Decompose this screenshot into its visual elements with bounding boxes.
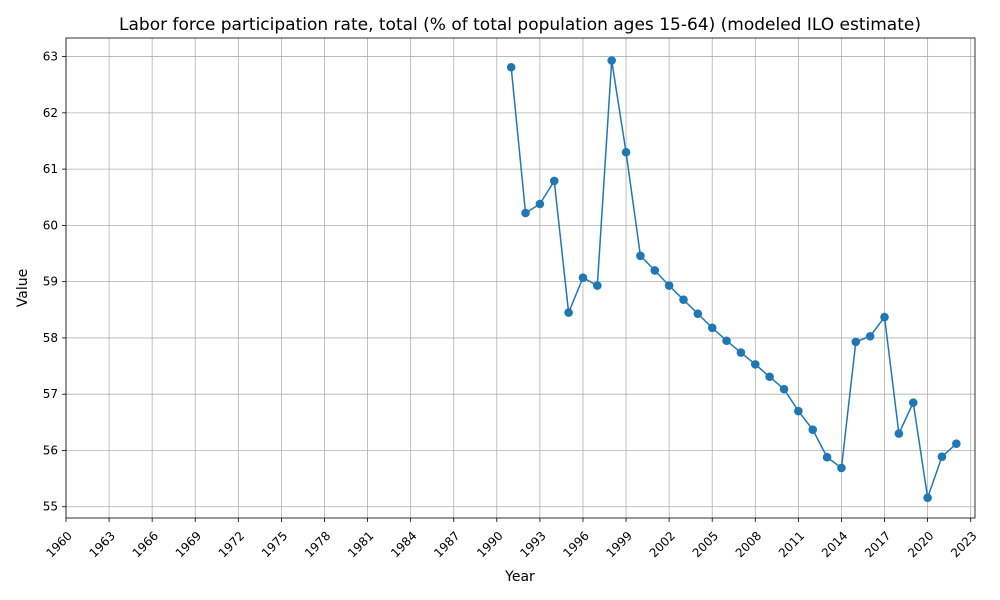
data-point	[679, 295, 688, 304]
axes	[65, 37, 976, 519]
x-tick-label: 1987	[431, 529, 462, 560]
data-point	[952, 439, 961, 449]
data-point	[808, 425, 818, 434]
data-point	[650, 266, 660, 275]
x-axis-label: Year	[504, 569, 535, 585]
data-point	[923, 493, 932, 503]
series	[506, 56, 961, 503]
data-point	[693, 309, 703, 319]
data-point	[794, 406, 803, 416]
x-tick-label: 2008	[733, 529, 764, 560]
y-tick-label: 60	[43, 218, 58, 232]
x-tick-label: 2017	[862, 529, 893, 560]
x-tick-label: 1972	[216, 529, 247, 560]
data-point	[765, 372, 774, 382]
data-point	[851, 337, 861, 347]
x-tick-label: 2023	[948, 529, 979, 560]
y-tick-label: 63	[43, 50, 58, 64]
data-point	[736, 348, 746, 357]
chart-title: Labor force participation rate, total (%…	[119, 15, 921, 35]
data-point	[506, 62, 516, 72]
x-tick-label: 1963	[87, 529, 118, 560]
grid	[65, 38, 975, 518]
y-tick-label: 58	[43, 331, 58, 345]
data-point	[880, 312, 889, 322]
data-point	[578, 273, 588, 283]
ticks: 1960 1963 1966 1969 1972 1975 1978 1981 1984 1987…	[43, 50, 980, 561]
x-tick-label: 2005	[690, 529, 721, 560]
data-point	[865, 331, 875, 341]
data-point	[822, 452, 832, 462]
x-tick-label: 1978	[302, 529, 333, 560]
data-point	[607, 56, 616, 65]
x-tick-label: 1960	[43, 529, 74, 560]
series-line	[510, 60, 957, 498]
data-point	[664, 281, 674, 290]
x-tick-label: 2011	[776, 529, 807, 560]
y-tick-label: 55	[43, 500, 58, 514]
y-tick-label: 62	[43, 106, 58, 120]
x-tick-label: 1990	[474, 529, 505, 560]
data-point	[535, 199, 545, 209]
y-axis-label: Value	[15, 269, 31, 307]
x-tick-label: 2014	[819, 529, 850, 560]
data-point	[564, 308, 573, 317]
x-tick-label: 1984	[388, 529, 419, 560]
y-tick-label: 59	[43, 275, 58, 289]
x-tick-label: 1993	[517, 529, 548, 560]
x-tick-label: 1996	[560, 529, 591, 560]
x-tick-label: 1999	[603, 529, 634, 560]
data-point	[908, 398, 918, 407]
data-point	[549, 176, 559, 186]
data-point	[779, 384, 789, 394]
y-tick-label: 56	[43, 443, 58, 457]
data-point	[750, 360, 760, 369]
data-point	[894, 429, 904, 438]
x-tick-label: 1969	[173, 529, 204, 560]
x-tick-label: 2020	[905, 529, 936, 560]
plot-frame	[65, 37, 976, 519]
y-tick-label: 61	[43, 162, 58, 176]
x-tick-label: 1966	[130, 529, 161, 560]
data-point	[937, 452, 947, 461]
x-tick-label: 1981	[345, 529, 376, 560]
data-point	[837, 463, 846, 473]
data-point	[636, 251, 645, 261]
x-tick-label: 1975	[259, 529, 290, 560]
y-tick-label: 57	[43, 387, 58, 401]
data-point	[707, 323, 717, 333]
data-point	[593, 281, 602, 290]
data-point	[722, 336, 731, 346]
data-point	[521, 208, 530, 218]
x-tick-label: 2002	[647, 529, 678, 560]
data-point	[621, 147, 631, 157]
